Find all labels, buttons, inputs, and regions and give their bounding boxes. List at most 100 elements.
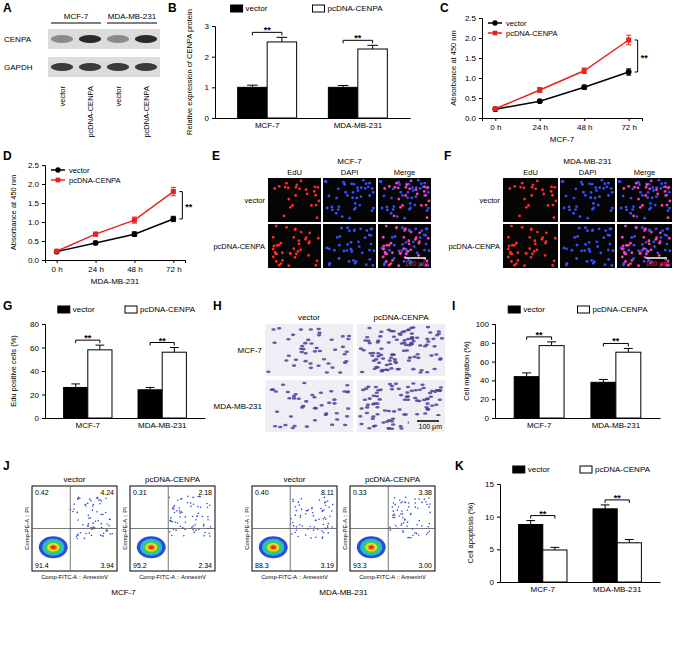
cell-decoration	[307, 254, 310, 257]
cell-decoration	[383, 187, 386, 190]
cell-decoration	[513, 244, 516, 247]
tick: 72 h	[621, 118, 637, 132]
legend-label: pcDNA-CENPA	[328, 4, 384, 13]
cell-decoration	[542, 193, 545, 196]
event-decoration	[296, 529, 298, 531]
bar	[616, 352, 641, 418]
cell-decoration	[633, 235, 636, 238]
cell-decoration	[407, 250, 410, 253]
error-cap	[338, 85, 349, 86]
error-cap	[625, 539, 634, 540]
cell-decoration	[423, 194, 426, 197]
quadrant-label: 95.2	[133, 562, 147, 569]
tick: 3	[205, 22, 215, 31]
event-decoration	[203, 525, 205, 527]
cell-decoration	[550, 190, 553, 193]
tick-label: 20	[30, 391, 39, 400]
error-bar	[367, 45, 378, 49]
cell-decoration	[412, 356, 416, 359]
event-decoration	[82, 524, 84, 526]
cell-decoration	[341, 346, 345, 349]
cell-decoration	[432, 345, 436, 348]
significance: **	[635, 40, 649, 72]
density-decoration	[369, 546, 373, 549]
cell-decoration	[399, 252, 402, 255]
event-decoration	[96, 511, 98, 513]
tick-label: 3	[205, 22, 210, 31]
density-decoration	[145, 543, 157, 552]
cell-decoration	[650, 180, 653, 183]
event-decoration	[319, 499, 321, 501]
cell-decoration	[431, 338, 435, 341]
cell-decoration	[545, 231, 548, 234]
tick-mark	[479, 18, 482, 19]
tick: 0	[485, 414, 495, 423]
cell-decoration	[660, 182, 663, 185]
cell-decoration	[407, 239, 410, 242]
cell-decoration	[278, 426, 282, 429]
cell-decoration	[664, 233, 667, 236]
tick-label: 60	[480, 358, 489, 367]
cell-decoration	[655, 238, 658, 241]
marker	[54, 249, 60, 255]
event-decoration	[325, 518, 327, 520]
series-line	[57, 219, 174, 252]
event-decoration	[394, 517, 396, 519]
event-decoration	[313, 515, 315, 517]
flow-plot: vector0.408.1188.33.19Comp-FITC-A :: Ann…	[244, 475, 337, 580]
significance-label: **	[185, 202, 193, 212]
group-label: MCF-7	[64, 12, 89, 21]
density-decoration	[363, 541, 380, 554]
scale-bar	[646, 257, 667, 259]
significance-label: **	[614, 493, 622, 503]
event-decoration	[210, 526, 212, 528]
x-axis: MCF-7MDA-MB-231	[496, 418, 661, 430]
x-axis: MCF-7MDA-MB-231	[501, 582, 661, 594]
cell-decoration	[632, 205, 635, 208]
tick-mark	[42, 324, 45, 325]
cell-decoration	[365, 229, 368, 232]
tick-mark	[42, 203, 45, 204]
panel-label: D	[3, 149, 12, 163]
cell-decoration	[371, 264, 374, 267]
event-decoration	[96, 498, 98, 500]
cell-decoration	[393, 244, 396, 247]
cell-decoration	[368, 233, 371, 236]
event-decoration	[394, 504, 396, 506]
event-decoration	[327, 525, 329, 527]
event-decoration	[185, 516, 187, 518]
cell-decoration	[392, 205, 395, 208]
cell-decoration	[544, 254, 547, 257]
cell-decoration	[428, 249, 431, 252]
cell-decoration	[379, 354, 383, 357]
marker	[626, 69, 632, 75]
cell-decoration	[373, 424, 377, 427]
event-decoration	[203, 535, 205, 537]
cell-decoration	[401, 243, 404, 246]
cell-decoration	[636, 215, 639, 218]
tick-mark	[479, 78, 482, 79]
bar-chart: 0123MCF-7MDA-MB-231Relative expression o…	[185, 4, 411, 135]
cell-decoration	[433, 390, 437, 393]
cell-decoration	[627, 249, 630, 252]
cell-decoration	[553, 186, 556, 189]
cell-decoration	[341, 335, 345, 338]
cell-decoration	[332, 398, 336, 401]
cell-decoration	[534, 243, 537, 246]
cell-decoration	[304, 400, 308, 403]
cell-decoration	[387, 329, 391, 332]
cell-decoration	[630, 197, 633, 200]
cell-decoration	[523, 186, 526, 189]
cell-decoration	[438, 398, 442, 401]
cell-decoration	[390, 353, 394, 356]
cell-decoration	[668, 237, 671, 240]
error-bar	[551, 547, 560, 550]
cell-decoration	[380, 369, 384, 372]
cell-decoration	[427, 207, 430, 210]
cell-decoration	[350, 241, 353, 244]
y-axis-title: Edu positive cells (%)	[9, 335, 18, 407]
cell-decoration	[575, 205, 578, 208]
event-decoration	[102, 514, 104, 516]
cell-decoration	[408, 243, 411, 246]
cell-decoration	[328, 194, 331, 197]
